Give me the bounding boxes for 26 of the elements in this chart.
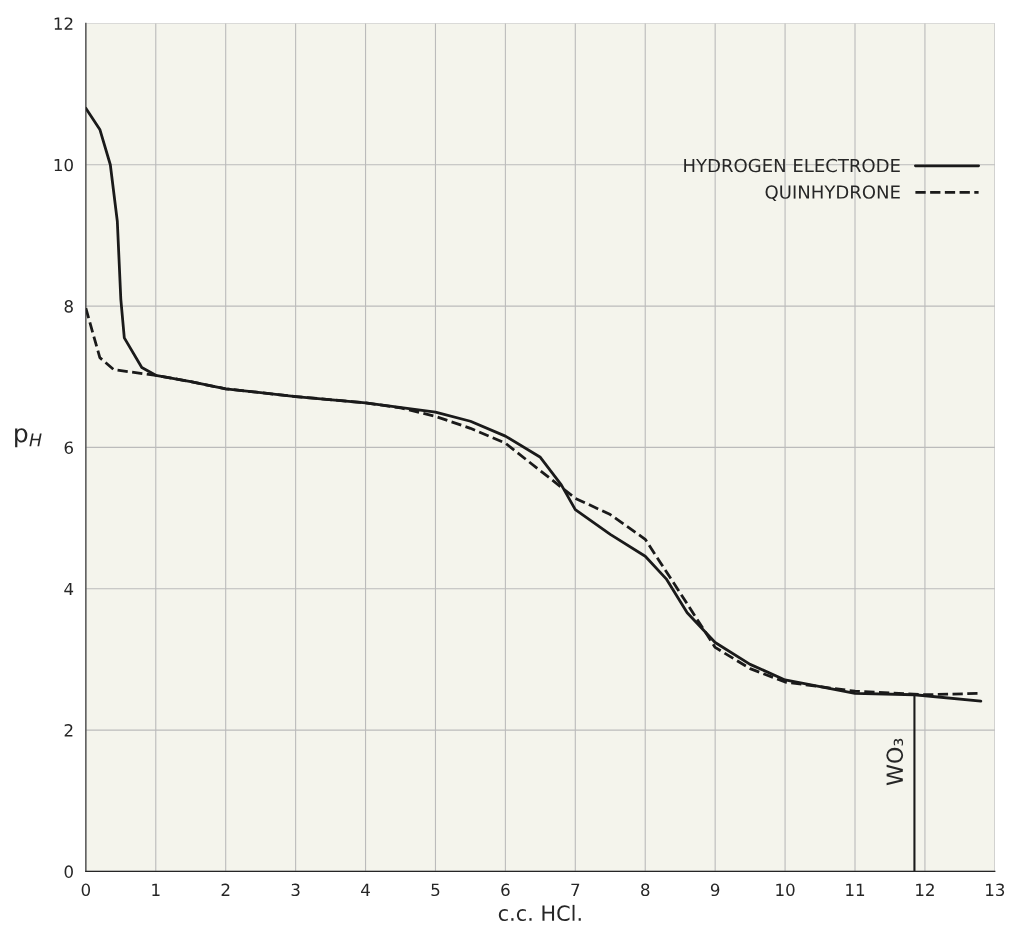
x-tick-label: 5 [431,883,440,897]
x-tick-label: 0 [81,883,91,897]
x-tick-label: 11 [846,883,865,896]
y-tick-label: 10 [54,158,73,172]
legend-label: QUINHYDRONE [765,185,900,201]
y-axis-title: p$_{H}$ [15,428,42,448]
x-tick-label: 12 [916,883,934,896]
x-tick-label: 3 [291,883,300,897]
y-tick-label: 12 [54,17,73,30]
y-tick-label: 0 [64,865,73,878]
x-tick-label: 4 [361,883,370,896]
x-axis-title: c.c. HCl. [498,904,581,922]
x-tick-label: 1 [152,883,160,896]
x-tick-label: 9 [710,883,720,897]
annotation: WO₃ [886,738,904,786]
y-tick-label: 8 [64,300,73,313]
y-tick-label: 2 [64,724,73,737]
x-tick-label: 13 [986,883,1005,897]
y-tick-label: 6 [64,441,73,454]
x-tick-label: 10 [776,883,795,897]
legend-label: HYDROGEN ELECTRODE [684,158,900,173]
x-tick-label: 6 [501,883,510,897]
x-tick-label: 2 [221,883,230,896]
y-tick-label: 4 [64,582,74,596]
x-tick-label: 8 [641,883,650,897]
x-tick-label: 7 [571,883,580,896]
